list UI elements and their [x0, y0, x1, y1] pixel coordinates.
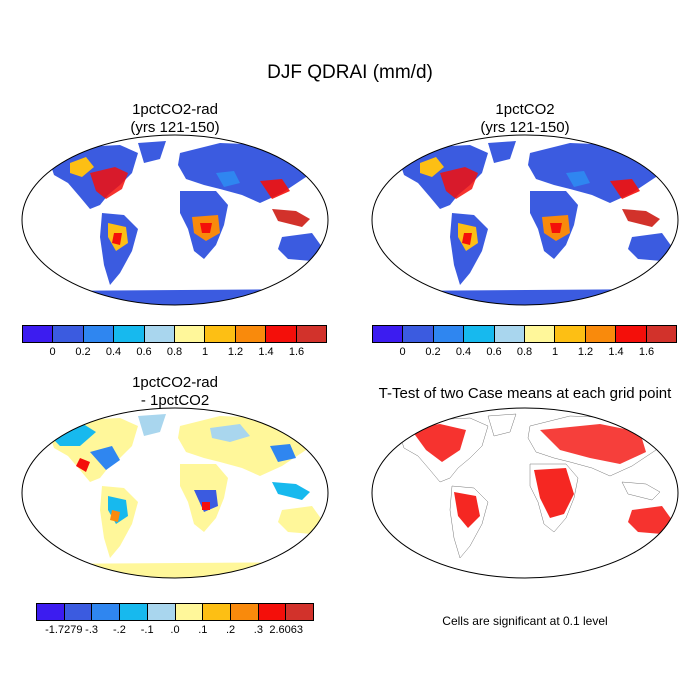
colorbar-top-right-tick-label: 0.6 — [486, 346, 502, 358]
colorbar-top-left-swatch — [144, 326, 176, 342]
colorbar-diff — [36, 603, 314, 621]
figure-title: DJF QDRAI (mm/d) — [267, 62, 433, 83]
colorbar-top-left-swatch — [83, 326, 115, 342]
panel2-map — [371, 134, 679, 306]
colorbar-diff-swatch — [64, 604, 93, 620]
colorbar-top-left-swatch — [205, 326, 236, 342]
panel2-title-line2: (yrs 121-150) — [480, 119, 570, 136]
colorbar-diff-tick-label: 2.6063 — [269, 624, 304, 636]
panel1-title-line1: 1pctCO2-rad — [132, 101, 218, 118]
panel1-land — [22, 141, 328, 305]
colorbar-top-left-tick-label: 0.6 — [136, 346, 152, 358]
colorbar-diff-swatch — [230, 604, 259, 620]
colorbar-top-left-tick-label: 0.2 — [75, 346, 91, 358]
colorbar-top-right-swatch — [433, 326, 465, 342]
panel3-title-line2: - 1pctCO2 — [140, 392, 210, 409]
colorbar-diff-tick-label: -.1 — [140, 624, 154, 636]
colorbar-top-right-swatch — [494, 326, 526, 342]
colorbar-top-left-tick-label: 1.2 — [227, 346, 244, 358]
colorbar-top-right-swatch — [555, 326, 586, 342]
colorbar-top-left-ticks: 0 0.2 0.4 0.6 0.8 1 1.2 1.4 1.6 — [22, 346, 327, 360]
colorbar-diff-tick-label: .2 — [226, 624, 236, 636]
colorbar-top-right-swatch — [403, 326, 434, 342]
panel1-map — [21, 134, 329, 306]
colorbar-top-left-tick-label: 1 — [201, 346, 209, 358]
panel4-title-line1: T-Test of two Case means at each grid po… — [378, 385, 672, 402]
panel2-title: 1pctCO2 (yrs 121-150) — [370, 101, 680, 137]
colorbar-diff-tick-label: .1 — [198, 624, 208, 636]
colorbar-top-right-tick-label: 1 — [551, 346, 559, 358]
colorbar-top-right-tick-label: 1.6 — [638, 346, 655, 358]
colorbar-top-right-swatch — [585, 326, 617, 342]
colorbar-diff-swatch — [120, 604, 148, 620]
panel4-land — [399, 413, 672, 559]
colorbar-top-right — [372, 325, 677, 343]
colorbar-top-right-tick-label: 1.2 — [577, 346, 594, 358]
panel2-land — [372, 141, 678, 305]
colorbar-top-right-swatch — [373, 326, 404, 342]
colorbar-top-left-tick-label: 1.4 — [258, 346, 274, 358]
colorbar-top-left-swatch — [266, 326, 297, 342]
panel4-title: T-Test of two Case means at each grid po… — [350, 385, 700, 403]
colorbar-diff-ticks: -1.7279 -.3 -.2 -.1 .0 .1 .2 .3 2.6063 — [36, 624, 314, 638]
colorbar-top-left-swatch — [53, 326, 84, 342]
panel3-title-line1: 1pctCO2-rad — [132, 374, 218, 391]
colorbar-top-left-swatch — [235, 326, 267, 342]
panel1-title: 1pctCO2-rad (yrs 121-150) — [20, 101, 330, 137]
colorbar-top-left-swatch — [114, 326, 145, 342]
colorbar-diff-swatch — [92, 604, 121, 620]
colorbar-top-left-swatch — [296, 326, 327, 342]
colorbar-top-right-ticks: 0 0.2 0.4 0.6 0.8 1 1.2 1.4 1.6 — [372, 346, 677, 360]
colorbar-top-right-swatch — [646, 326, 677, 342]
panel4-map — [371, 407, 679, 579]
colorbar-top-right-swatch — [616, 326, 647, 342]
colorbar-diff-tick-label: -.2 — [112, 624, 126, 636]
colorbar-top-right-tick-label: 0 — [399, 346, 406, 358]
colorbar-top-left-swatch — [175, 326, 206, 342]
colorbar-diff-tick-label: -1.7279 — [45, 624, 83, 636]
colorbar-top-right-swatch — [464, 326, 495, 342]
colorbar-diff-swatch — [175, 604, 204, 620]
colorbar-diff-swatch — [203, 604, 231, 620]
colorbar-diff-tick-label: -.3 — [85, 624, 99, 636]
colorbar-top-right-tick-label: 0.2 — [425, 346, 441, 358]
colorbar-top-right-swatch — [525, 326, 556, 342]
colorbar-top-left-tick-label: 0.8 — [166, 346, 183, 358]
colorbar-diff-swatch — [258, 604, 287, 620]
significance-note: Cells are significant at 0.1 level — [442, 614, 608, 628]
colorbar-top-left-tick-label: 0.4 — [105, 346, 122, 358]
colorbar-top-right-tick-label: 0.8 — [516, 346, 533, 358]
colorbar-diff-tick-label: .3 — [253, 624, 263, 636]
colorbar-diff-swatch — [147, 604, 176, 620]
panel3-map — [21, 407, 329, 579]
colorbar-top-right-tick-label: 0.4 — [455, 346, 472, 358]
panel1-title-line2: (yrs 121-150) — [130, 119, 220, 136]
colorbar-top-left — [22, 325, 327, 343]
panel3-title: 1pctCO2-rad - 1pctCO2 — [20, 374, 330, 410]
panel3-land — [22, 414, 328, 578]
colorbar-top-left-tick-label: 1.6 — [288, 346, 305, 358]
colorbar-diff-swatch — [286, 604, 314, 620]
colorbar-diff-swatch — [37, 604, 65, 620]
colorbar-diff-tick-label: .0 — [170, 624, 180, 636]
panel2-title-line1: 1pctCO2 — [495, 101, 555, 118]
colorbar-top-left-swatch — [23, 326, 54, 342]
colorbar-top-right-tick-label: 1.4 — [608, 346, 624, 358]
colorbar-top-left-tick-label: 0 — [49, 346, 56, 358]
